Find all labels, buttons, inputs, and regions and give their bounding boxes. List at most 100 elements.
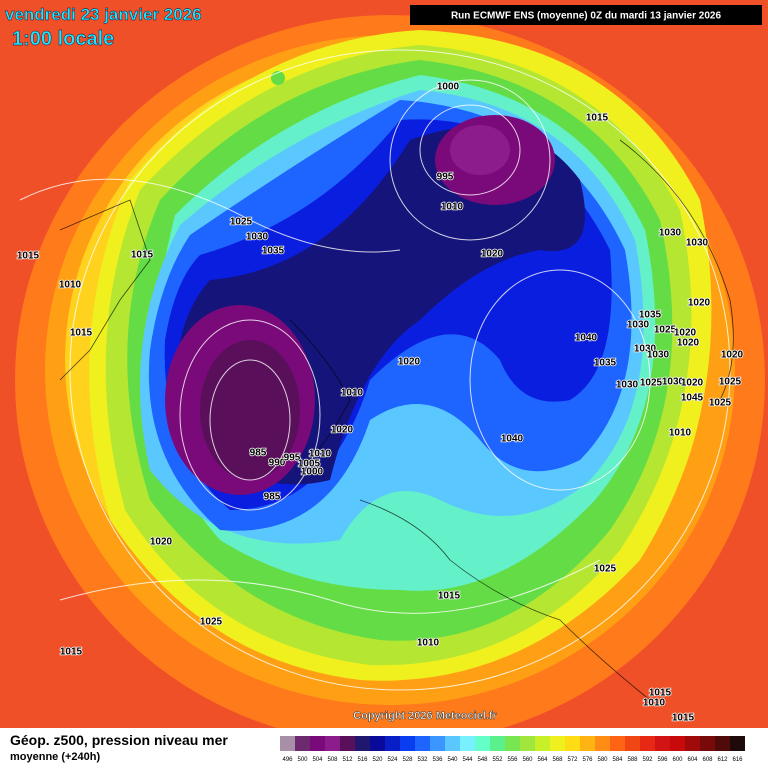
isobar-label: 1015 (672, 713, 695, 724)
colorbar-swatch (715, 736, 730, 751)
colorbar-swatch (340, 736, 355, 751)
isobar-label: 990 (269, 458, 286, 469)
isobar-label: 1030 (686, 238, 709, 249)
isobar-label: 1025 (709, 398, 732, 409)
isobar-label: 1015 (60, 647, 83, 658)
colorbar-label: 616 (732, 757, 743, 763)
colorbar-label: 564 (537, 757, 548, 763)
legend-title: Géop. z500, pression niveau mer (10, 732, 228, 748)
colorbar-swatch (520, 736, 535, 751)
isobar-label: 1020 (398, 357, 421, 368)
colorbar-label: 508 (327, 757, 338, 763)
colorbar-swatch (655, 736, 670, 751)
colorbar-label: 604 (687, 757, 698, 763)
isobar-label: 1045 (681, 393, 704, 404)
colorbar-swatch (685, 736, 700, 751)
isobar-label: 1035 (262, 246, 285, 257)
colorbar-swatch (475, 736, 490, 751)
colorbar-label: 524 (387, 757, 398, 763)
colorbar-label: 540 (447, 757, 458, 763)
isobar-label: 1020 (150, 537, 173, 548)
colorbar: 496 500 504 508 512 516 520 524 528 532 536 540 544 5… (280, 736, 745, 763)
isobar-label: 1025 (654, 325, 677, 336)
isobar-label: 1030 (627, 320, 650, 331)
colorbar-swatch (595, 736, 610, 751)
colorbar-label: 516 (357, 757, 368, 763)
isobar-label: 1030 (634, 344, 657, 355)
field (0, 0, 768, 745)
colorbar-swatch (490, 736, 505, 751)
isobar-label: 1025 (230, 217, 253, 228)
colorbar-label: 496 (282, 757, 293, 763)
isobar-label: 1015 (649, 688, 672, 699)
isobar-label: 1030 (662, 377, 685, 388)
forecast-time: 1:00 locale (12, 28, 114, 50)
colorbar-label: 536 (432, 757, 443, 763)
colorbar-label: 584 (612, 757, 623, 763)
isobar-label: 1030 (246, 232, 269, 243)
isobar-label: 1020 (481, 249, 504, 260)
legend-subtitle: moyenne (+240h) (10, 751, 101, 763)
colorbar-label: 560 (522, 757, 533, 763)
isobar-label: 985 (264, 492, 281, 503)
isobar-label: 1015 (131, 250, 154, 261)
isobar-label: 1015 (586, 113, 609, 124)
isobar-label: 1035 (639, 310, 662, 321)
colorbar-label: 592 (642, 757, 653, 763)
colorbar-label: 572 (567, 757, 578, 763)
colorbar-swatch (505, 736, 520, 751)
isobar-label: 1000 (437, 82, 460, 93)
isobar-label: 1025 (640, 378, 663, 389)
colorbar-swatch (430, 736, 445, 751)
colorbar-label: 528 (402, 757, 413, 763)
isobar-label: 1020 (674, 328, 697, 339)
colorbar-swatch (445, 736, 460, 751)
isobar-label: 1020 (721, 350, 744, 361)
colorbar-swatch (385, 736, 400, 751)
colorbar-swatch (670, 736, 685, 751)
isobar-label: 1025 (594, 564, 617, 575)
isobar-label: 1025 (719, 377, 742, 388)
isobar-label: 1010 (417, 638, 440, 649)
colorbar-swatch (355, 736, 370, 751)
colorbar-label: 600 (672, 757, 683, 763)
coastlines (59, 139, 734, 701)
colorbar-swatch (400, 736, 415, 751)
colorbar-label: 576 (582, 757, 593, 763)
colorbar-label: 548 (477, 757, 488, 763)
colorbar-swatch (325, 736, 340, 751)
isobar-label: 1035 (594, 358, 617, 369)
isobar-labels: 1000101599510101020103010301025103010351… (16, 81, 744, 725)
isobar-label: 1030 (647, 350, 670, 361)
colorbar-label: 612 (717, 757, 728, 763)
colorbar-swatch (580, 736, 595, 751)
colorbar-label: 556 (507, 757, 518, 763)
isobar-label: 1020 (331, 425, 354, 436)
isobar-label: 995 (284, 453, 301, 464)
colorbar-swatch (730, 736, 745, 751)
run-info: Run ECMWF ENS (moyenne) 0Z du mardi 13 j… (451, 11, 722, 22)
colorbar-swatch (610, 736, 625, 751)
isobar-label: 1010 (59, 280, 82, 291)
colorbar-label: 552 (492, 757, 503, 763)
colorbar-label: 504 (312, 757, 323, 763)
colorbar-swatch (640, 736, 655, 751)
colorbar-swatch (415, 736, 430, 751)
isobar-label: 1040 (575, 333, 598, 344)
isobar-label: 1030 (659, 228, 682, 239)
colorbar-label: 520 (372, 757, 383, 763)
isobar-label: 1015 (17, 251, 40, 262)
isobar-label: 1010 (341, 388, 364, 399)
forecast-date: vendredi 23 janvier 2026 (5, 5, 202, 24)
colorbar-label: 608 (702, 757, 713, 763)
isobar-label: 1015 (70, 328, 93, 339)
isobar-label: 1010 (669, 428, 692, 439)
colorbar-label: 588 (627, 757, 638, 763)
colorbar-label: 580 (597, 757, 608, 763)
isobar-label: 985 (250, 448, 267, 459)
colorbar-swatch (535, 736, 550, 751)
colorbar-swatch (700, 736, 715, 751)
isobar-label: 1015 (438, 591, 461, 602)
